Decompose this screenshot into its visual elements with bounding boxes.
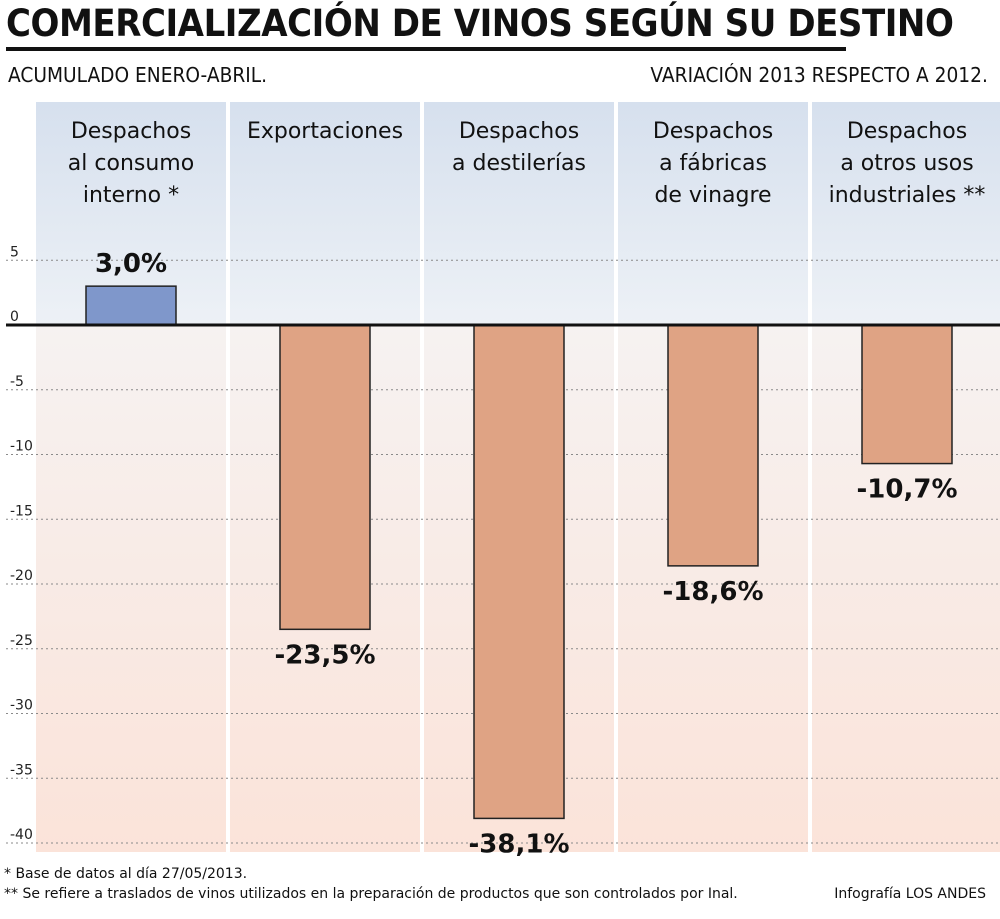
y-tick-label: -10 — [10, 439, 33, 455]
column-band-upper — [618, 102, 808, 325]
column-band-lower — [36, 325, 226, 852]
y-tick-label: -15 — [10, 503, 33, 519]
infographic-credit: Infografía LOS ANDES — [834, 886, 986, 902]
bar — [85, 285, 177, 326]
column-band-upper — [230, 102, 420, 325]
category-label: Despachos a destilerías — [452, 119, 586, 176]
subtitle-period: ACUMULADO ENERO-ABRIL. — [8, 63, 268, 87]
bar — [279, 324, 371, 631]
y-tick-label: 0 — [10, 309, 19, 325]
y-tick-label: -20 — [10, 568, 33, 584]
subtitle-comparison: VARIACIÓN 2013 RESPECTO A 2012. — [650, 63, 988, 87]
bar-value-label: 3,0% — [95, 249, 167, 279]
bar — [667, 324, 759, 567]
column-band-upper — [812, 102, 1000, 325]
category-label: Despachos a otros usos industriales ** — [829, 119, 986, 208]
y-tick-label: -5 — [10, 374, 24, 390]
column-band-upper — [424, 102, 614, 325]
footnote-industrial-uses: ** Se refiere a traslados de vinos utili… — [4, 886, 738, 902]
footnote-database-date: * Base de datos al día 27/05/2013. — [4, 866, 248, 882]
category-label: Exportaciones — [247, 119, 403, 144]
bar-value-label: -38,1% — [469, 829, 570, 859]
y-tick-label: -40 — [10, 827, 33, 843]
category-label: Despachos a fábricas de vinagre — [653, 119, 773, 208]
y-tick-label: -35 — [10, 762, 33, 778]
title-underline — [6, 47, 846, 51]
bar — [473, 324, 565, 820]
y-tick-label: -30 — [10, 698, 33, 714]
category-label: Despachos al consumo interno * — [68, 119, 194, 208]
y-tick-label: -25 — [10, 633, 33, 649]
bar-value-label: -10,7% — [857, 475, 958, 505]
bar-value-label: -18,6% — [663, 577, 764, 607]
bar — [861, 324, 953, 465]
y-tick-label: 5 — [10, 244, 19, 260]
bar-value-label: -23,5% — [275, 640, 376, 670]
chart-title: COMERCIALIZACIÓN DE VINOS SEGÚN SU DESTI… — [6, 2, 954, 45]
